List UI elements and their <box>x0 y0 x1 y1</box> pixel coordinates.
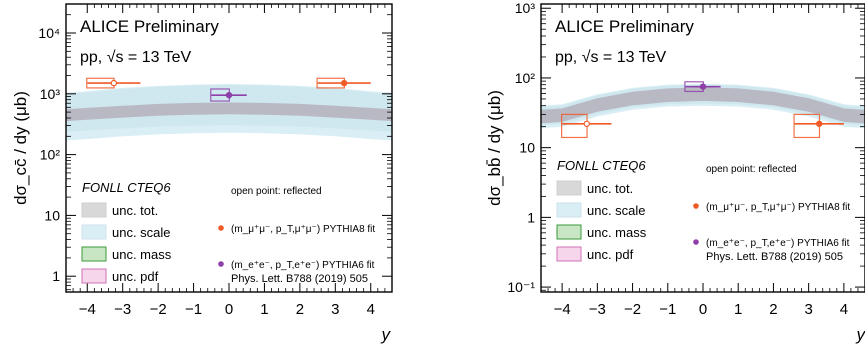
legend-heading: FONLL CTEQ6 <box>557 158 646 173</box>
fonll-band-central <box>541 87 865 124</box>
x-tick-label: 2 <box>296 301 304 318</box>
x-tick-label: −4 <box>554 301 571 318</box>
legend-swatch-4 <box>556 246 582 262</box>
x-axis-label: y <box>856 325 865 344</box>
chart-panel-2: −4 −3 −2 −1 0 1 2 3 4 10⁻¹ 1 10 10² 10³ dσ_bb̄ / dy (μ… <box>485 0 865 344</box>
legend-swatch-4 <box>81 268 107 284</box>
legend-label-band-1: unc. tot. <box>112 203 158 218</box>
legend-label-point-2: (m_e⁺e⁻, p_T,e⁺e⁻) PYTHIA6 fit <box>706 238 850 249</box>
legend-label-point-1: (m_μ⁺μ⁻, p_T,μ⁺μ⁻) PYTHIA8 fit <box>706 202 850 213</box>
y-tick-label: 10² <box>515 70 536 86</box>
legend-swatch-2 <box>81 224 107 240</box>
legend-marker-1 <box>693 203 699 209</box>
x-tick-label: 0 <box>699 301 707 318</box>
x-tick-label: −1 <box>185 301 202 318</box>
x-tick-label: −3 <box>589 301 606 318</box>
legend-marker-2 <box>693 239 699 245</box>
data-point-1-2 <box>340 79 348 87</box>
legend-swatch-1 <box>556 180 582 196</box>
plot-area <box>541 81 865 139</box>
x-tick-label: 3 <box>804 301 812 318</box>
y-tick-label: 10² <box>40 147 61 163</box>
legend-note: open point: reflected <box>706 164 797 175</box>
legend-label-band-3: unc. mass <box>112 247 172 262</box>
data-point-1-1 <box>110 79 118 87</box>
legend-label-band-2: unc. scale <box>587 203 646 218</box>
x-tick-label: −3 <box>114 301 131 318</box>
y-tick-label: 10⁴ <box>38 25 60 41</box>
data-point-2-1 <box>225 91 233 99</box>
legend-label-point-2: (m_e⁺e⁻, p_T,e⁺e⁻) PYTHIA6 fit <box>231 260 375 271</box>
data-point-1-1 <box>583 120 590 127</box>
legend-label-band-3: unc. mass <box>587 225 647 240</box>
x-tick-label: 0 <box>225 301 233 318</box>
y-tick-label: 10 <box>519 140 535 156</box>
chart-panel-1: −4 −3 −2 −1 0 1 2 3 4 1 10 10² 10³ 10⁴ dσ_cc̄ / dy (μb… <box>11 3 393 344</box>
plot-area <box>66 77 392 141</box>
legend-note: open point: reflected <box>231 186 322 197</box>
y-axis-label: dσ_cc̄ / dy (μb) <box>11 91 30 205</box>
chart-subtitle: pp, √s = 13 TeV <box>555 49 667 66</box>
x-tick-label: 1 <box>260 301 268 318</box>
legend-label-band-1: unc. tot. <box>587 181 633 196</box>
legend-reference: Phys. Lett. B788 (2019) 505 <box>231 273 368 285</box>
y-tick-label: 1 <box>527 209 535 225</box>
x-tick-label: 4 <box>367 301 375 318</box>
y-tick-label: 10³ <box>40 86 61 102</box>
chart-title: ALICE Preliminary <box>80 17 219 36</box>
x-tick-label: 3 <box>331 301 339 318</box>
legend-label-band-4: unc. pdf <box>112 269 159 284</box>
x-tick-label: −1 <box>659 301 676 318</box>
y-tick-label: 10³ <box>515 0 536 16</box>
x-tick-label: 1 <box>734 301 742 318</box>
y-tick-label: 10 <box>44 207 60 223</box>
x-axis-label: y <box>381 325 392 344</box>
legend-swatch-3 <box>81 246 107 262</box>
legend-marker-2 <box>218 261 224 267</box>
chart-title: ALICE Preliminary <box>555 17 694 36</box>
legend-swatch-1 <box>81 202 107 218</box>
legend-swatch-2 <box>556 202 582 218</box>
x-tick-label: −4 <box>79 301 96 318</box>
y-axis-label: dσ_bb̄ / dy (μb) <box>485 90 504 206</box>
legend-swatch-3 <box>556 224 582 240</box>
legend-heading: FONLL CTEQ6 <box>82 180 171 195</box>
y-tick-label: 1 <box>52 268 60 284</box>
chart-subtitle: pp, √s = 13 TeV <box>80 49 192 66</box>
legend-label-band-2: unc. scale <box>112 225 171 240</box>
data-point-1-2 <box>816 120 823 127</box>
legend-marker-1 <box>218 225 224 231</box>
x-tick-label: −2 <box>624 301 641 318</box>
legend-reference: Phys. Lett. B788 (2019) 505 <box>706 251 843 263</box>
x-tick-label: 4 <box>840 301 848 318</box>
fonll-band-central <box>66 102 392 122</box>
x-tick-label: 2 <box>769 301 777 318</box>
x-tick-label: −2 <box>150 301 167 318</box>
legend-label-point-1: (m_μ⁺μ⁻, p_T,μ⁺μ⁻) PYTHIA8 fit <box>231 224 375 235</box>
data-point-2-1 <box>699 83 707 90</box>
y-tick-label: 10⁻¹ <box>507 279 535 295</box>
legend-label-band-4: unc. pdf <box>587 247 634 262</box>
